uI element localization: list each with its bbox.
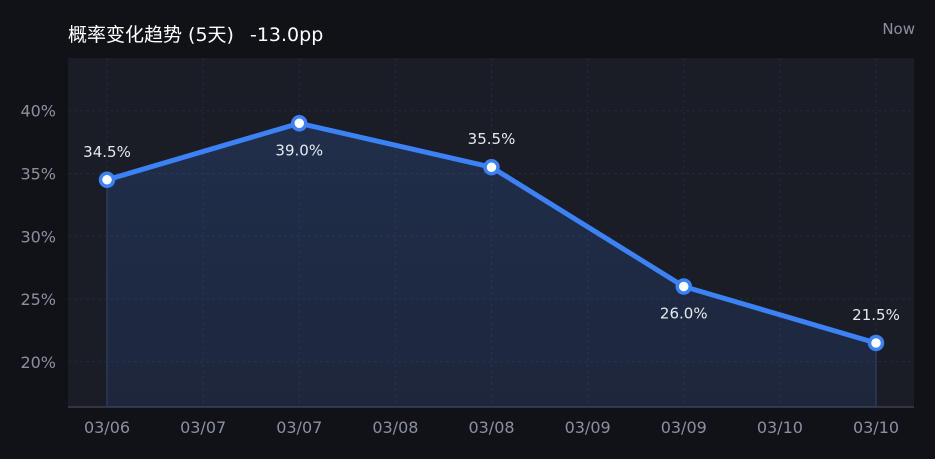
data-label: 21.5% [852,306,900,324]
data-point [483,158,500,176]
x-tick-label: 03/06 [84,418,130,437]
change-value: -13.0pp [249,24,324,46]
y-axis-labels: 20% 25% 30% 35% 40% [20,102,56,372]
x-tick-label: 03/09 [661,418,707,437]
y-tick-label: 35% [20,164,56,183]
chart-header: 概率变化趋势 (5天) -13.0pp [68,20,323,47]
y-tick-label: 40% [20,102,56,121]
now-label: Now [882,20,915,38]
x-tick-label: 03/10 [757,418,803,437]
data-label: 26.0% [660,304,708,322]
x-tick-label: 03/08 [372,418,418,437]
x-tick-label: 03/07 [276,418,322,437]
x-tick-label: 03/08 [468,418,514,437]
data-points [98,115,885,352]
y-tick-label: 30% [20,227,56,246]
data-point [675,278,692,295]
data-label: 39.0% [275,141,323,159]
x-axis-labels: 03/06 03/07 03/07 03/08 03/08 03/09 03/09 03/10… [84,418,899,437]
x-tick-label: 03/07 [180,418,226,437]
data-label: 34.5% [83,143,131,161]
chart-title: 概率变化趋势 (5天) [68,24,234,46]
x-tick-label: 03/10 [853,418,899,437]
series-area [107,123,876,407]
data-point [98,171,116,189]
x-tick-label: 03/09 [565,418,611,437]
data-label: 35.5% [468,130,516,148]
y-tick-label: 25% [20,290,56,309]
data-point [291,115,308,132]
data-labels: 34.5% 39.0% 35.5% 26.0% 21.5% [83,130,900,324]
y-tick-label: 20% [20,353,56,372]
data-point [867,334,885,352]
